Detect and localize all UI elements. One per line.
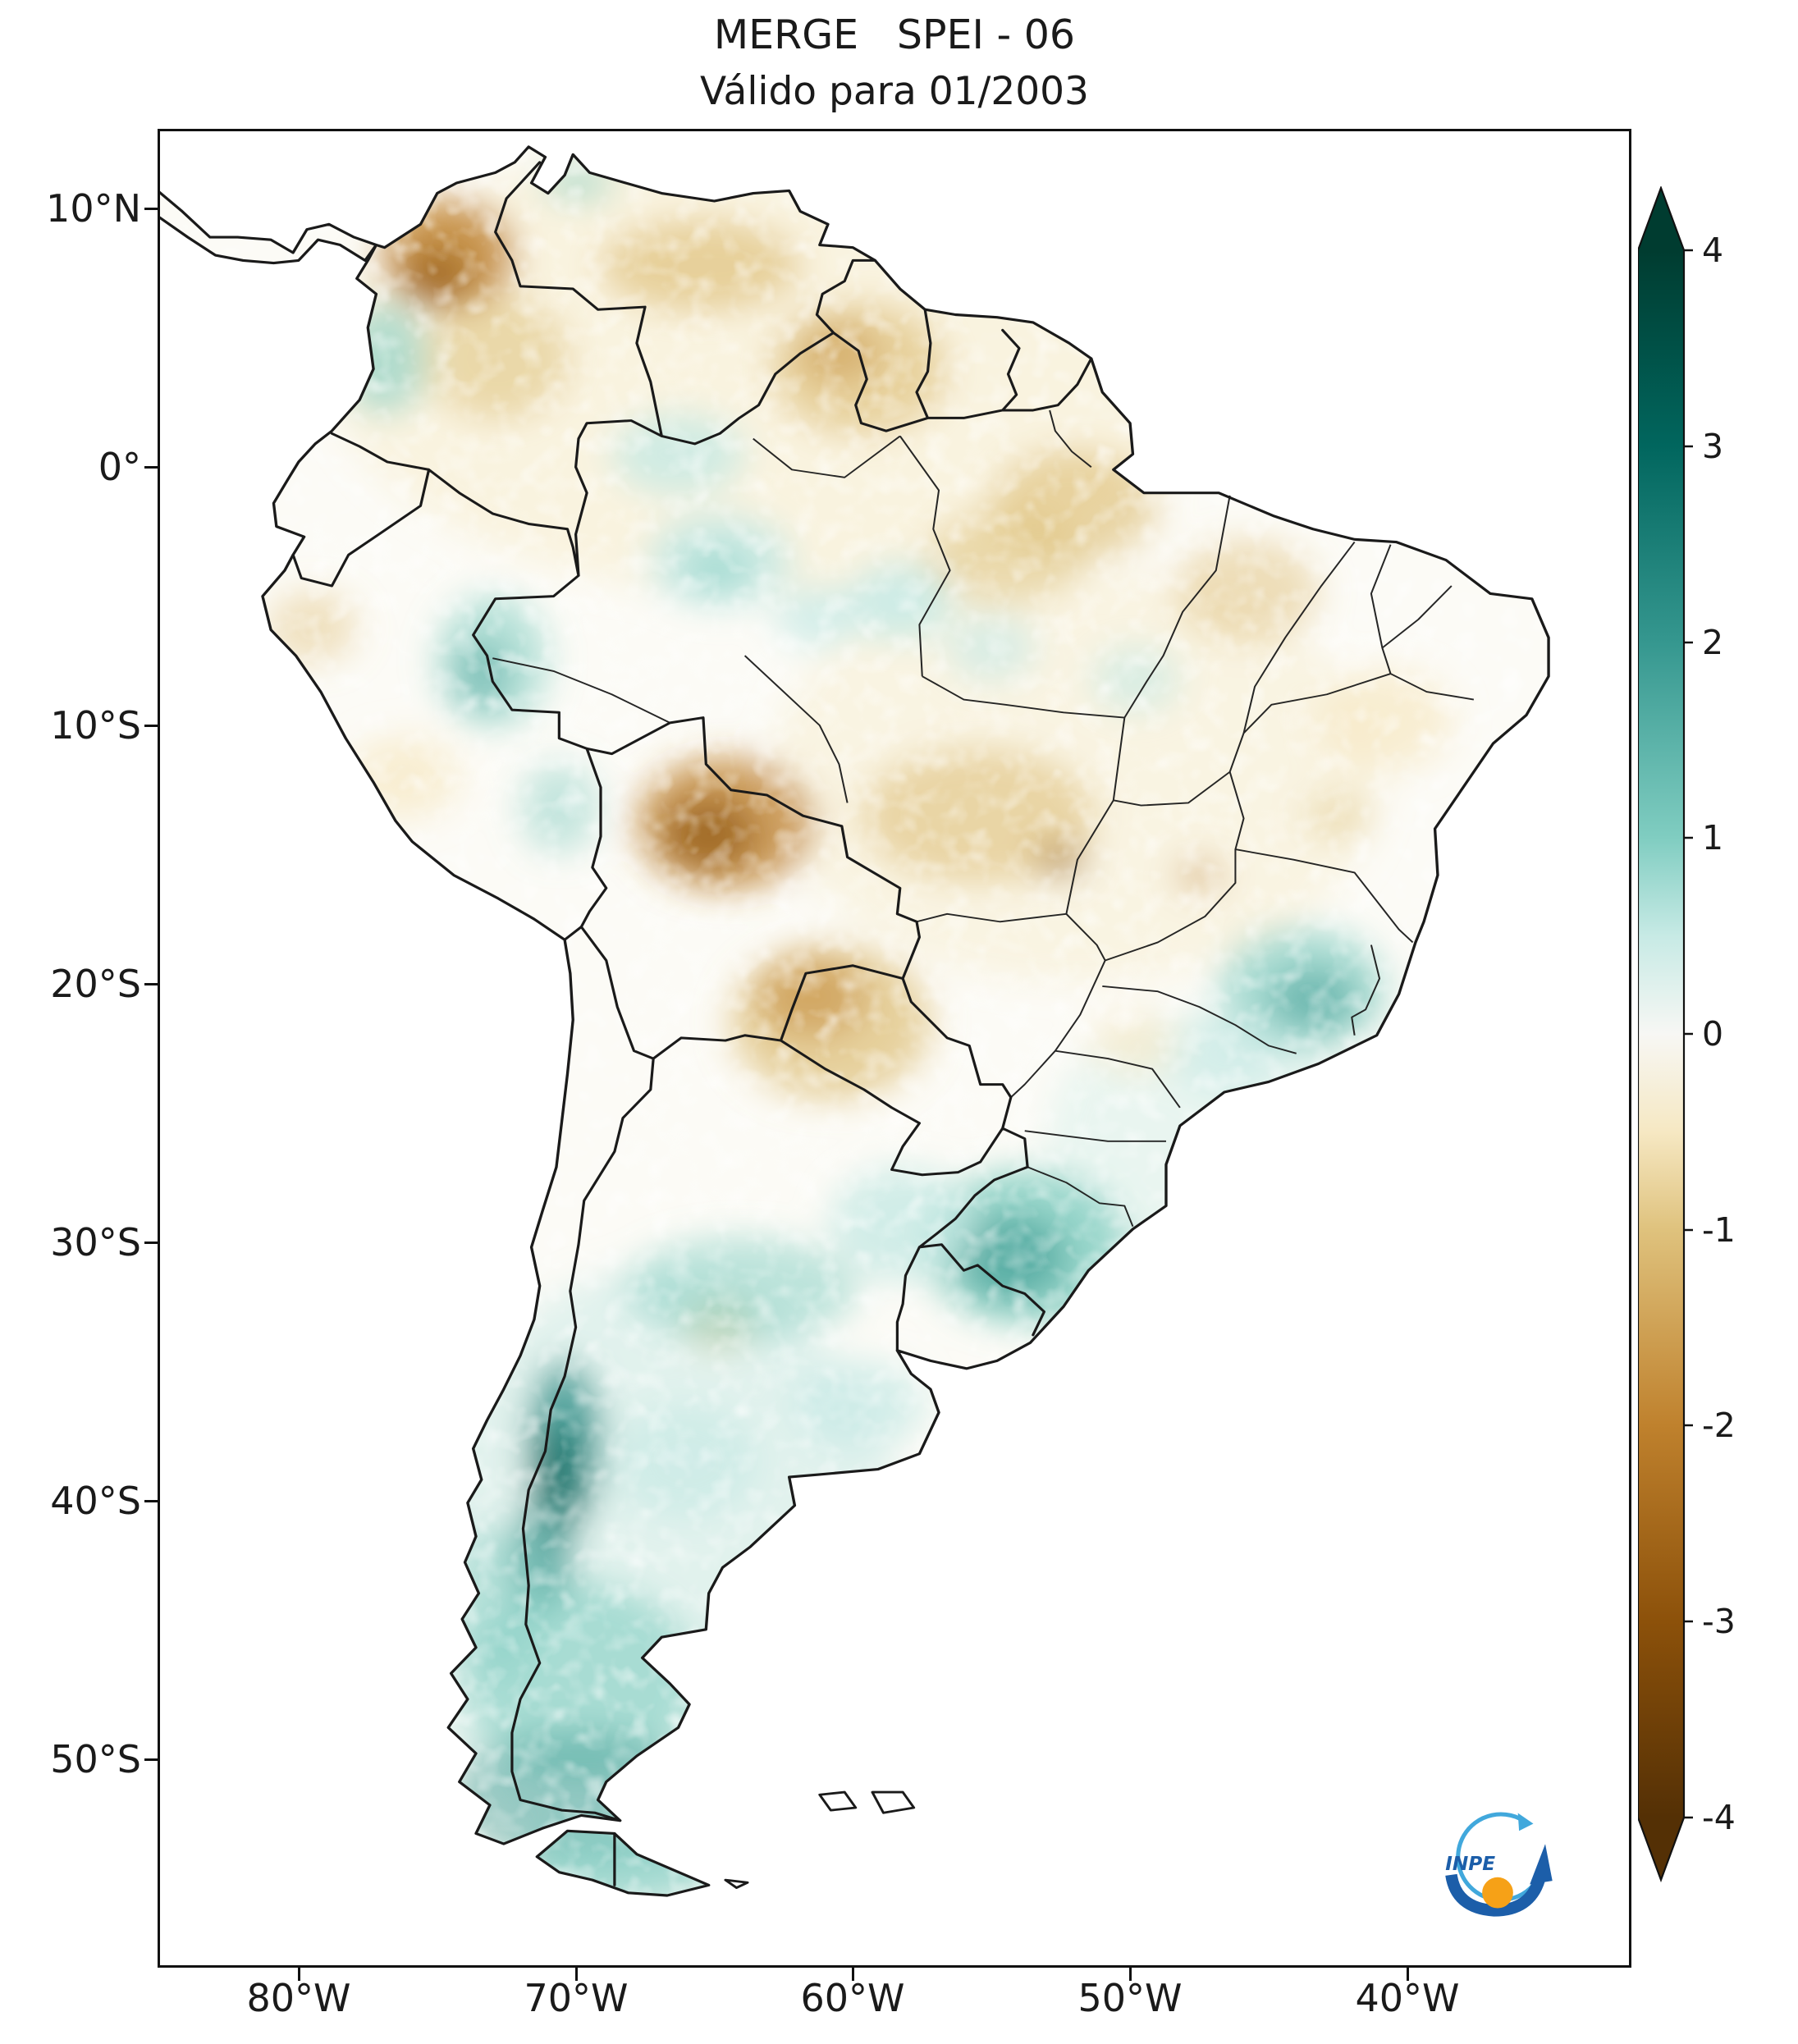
x-axis-tick xyxy=(575,1968,578,1981)
logo-swirl-arrowhead-icon xyxy=(1517,1813,1534,1831)
grain-texture xyxy=(160,146,1549,1896)
x-axis-tick xyxy=(1407,1968,1409,1981)
y-tick-label: 10°S xyxy=(50,703,141,748)
y-tick-label: 20°S xyxy=(50,962,141,1006)
colorbar: 4 3 2 1 0 -1 -2 -3 -4 xyxy=(1638,186,1736,1883)
y-axis-tick xyxy=(144,1500,158,1502)
falkland-islands xyxy=(724,1790,916,1889)
colorbar-tick-label: -3 xyxy=(1702,1602,1736,1641)
x-tick-label: 80°W xyxy=(246,1976,351,2020)
figure-title: MERGE SPEI - 06 xyxy=(713,11,1076,58)
map-frame xyxy=(158,129,1631,1968)
inpe-logo: INPE xyxy=(1445,1812,1553,1917)
x-tick-label: 70°W xyxy=(524,1976,629,2020)
logo-text: INPE xyxy=(1445,1853,1495,1875)
state-borders xyxy=(492,409,1475,1228)
y-axis-tick xyxy=(144,208,158,210)
y-tick-label: 30°S xyxy=(50,1220,141,1264)
y-axis-tick xyxy=(144,1758,158,1761)
grain-layer xyxy=(160,146,1549,1896)
colorbar-ticks xyxy=(1684,249,1693,1819)
y-tick-label: 10°N xyxy=(46,186,141,231)
colorbar-tick-labels: 4 3 2 1 0 -1 -2 -3 -4 xyxy=(1702,231,1736,1837)
logo-orange-dot xyxy=(1482,1877,1513,1909)
colorbar-tick-label: 4 xyxy=(1702,231,1723,270)
x-tick-label: 60°W xyxy=(800,1976,905,2020)
colorbar-tick-label: -4 xyxy=(1702,1798,1736,1837)
colorbar-tick-label: 2 xyxy=(1702,623,1723,662)
y-axis-tick xyxy=(144,1241,158,1244)
colorbar-tick-label: 0 xyxy=(1702,1014,1723,1054)
x-axis-tick xyxy=(852,1968,854,1981)
colorbar-gradient-bar xyxy=(1638,186,1686,1883)
colorbar-tick-label: -1 xyxy=(1702,1210,1736,1250)
y-axis-tick xyxy=(144,725,158,727)
x-axis-tick xyxy=(298,1968,300,1981)
country-borders xyxy=(291,161,1093,1886)
colorbar-tick-label: 1 xyxy=(1702,818,1723,857)
y-tick-label: 40°S xyxy=(50,1479,141,1523)
y-axis-tick xyxy=(144,466,158,469)
colorbar-tick-label: 3 xyxy=(1702,427,1723,466)
x-axis-tick xyxy=(1129,1968,1132,1981)
x-tick-label: 50°W xyxy=(1077,1976,1183,2020)
y-tick-label: 0° xyxy=(98,445,141,489)
logo-swirl-icon xyxy=(1456,1812,1544,1902)
figure-subtitle: Válido para 01/2003 xyxy=(700,69,1089,114)
map-canvas xyxy=(160,131,1629,1965)
y-axis-tick xyxy=(144,983,158,985)
logo-arrow-icon xyxy=(1445,1873,1545,1917)
x-tick-label: 40°W xyxy=(1355,1976,1460,2020)
y-tick-label: 50°S xyxy=(50,1737,141,1781)
logo-arrowhead-icon xyxy=(1530,1844,1553,1885)
colorbar-tick-label: -2 xyxy=(1702,1406,1736,1445)
